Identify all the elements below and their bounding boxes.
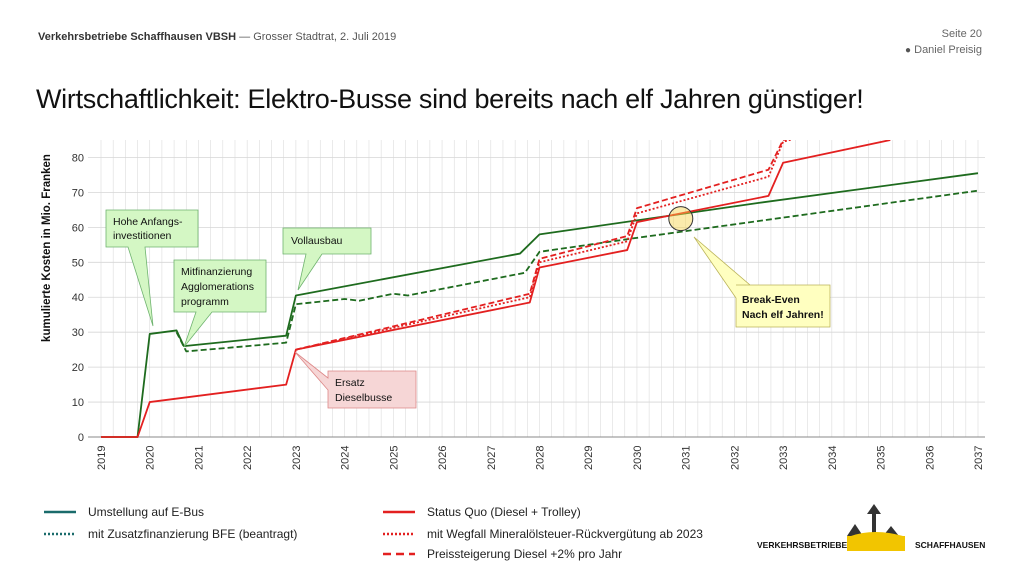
callout-text-ersatz: Ersatz [335, 377, 365, 389]
logo-text-left: VERKEHRSBETRIEBE [757, 540, 848, 550]
y-tick-label: 80 [72, 152, 84, 164]
logo-text-right: SCHAFFHAUSEN [915, 540, 985, 550]
callout-text-hohe: Hohe Anfangs- [113, 216, 183, 228]
series-line-2 [101, 140, 891, 438]
x-tick-label: 2025 [388, 446, 400, 470]
legend-label-ebus: Umstellung auf E-Bus [88, 505, 205, 519]
series-group [101, 140, 979, 438]
x-tick-label: 2033 [778, 446, 790, 470]
callout-text-breakeven: Nach elf Jahren! [742, 309, 824, 321]
author-name: Daniel Preisig [914, 44, 982, 56]
break-even-marker [668, 206, 694, 232]
y-tick-label: 0 [78, 432, 84, 444]
header-right: Seite 20 ● Daniel Preisig [905, 26, 982, 59]
y-axis-label: kumulierte Kosten in Mio. Franken [41, 154, 53, 342]
vbsh-logo: VERKEHRSBETRIEBE SCHAFFHAUSEN [755, 504, 985, 551]
callout-box-vollausbau [282, 227, 372, 291]
y-tick-label: 40 [72, 292, 84, 304]
x-tick-label: 2024 [340, 446, 352, 470]
y-tick-label: 50 [72, 257, 84, 269]
callout-text-vollausbau: Vollausbau [291, 235, 343, 247]
callouts-group: Hohe Anfangs-investitionen Mitfinanzierun… [105, 206, 831, 409]
legend-label-ebus-bfe: mit Zusatzfinanzierung BFE (beantragt) [88, 527, 298, 541]
callout-box-hohe [105, 209, 199, 327]
event-info: — Grosser Stadtrat, 2. Juli 2019 [236, 31, 397, 43]
speaker-icon: ● [905, 45, 912, 56]
callout-text-hohe: investitionen [113, 230, 172, 242]
series-line-4 [295, 140, 787, 351]
x-tick-label: 2034 [827, 446, 839, 470]
header-org: Verkehrsbetriebe Schaffhausen VBSH — Gro… [38, 31, 396, 43]
x-tick-label: 2030 [632, 446, 644, 470]
x-tick-label: 2026 [437, 446, 449, 470]
x-tick-label: 2023 [291, 446, 303, 470]
callout-text-mitfin: Mitfinanzierung [181, 266, 252, 278]
x-tick-label: 2035 [876, 446, 888, 470]
x-tick-label: 2021 [193, 446, 205, 470]
x-tick-label: 2031 [681, 446, 693, 470]
page-number: Seite 20 [941, 28, 982, 40]
x-tick-label: 2036 [924, 446, 936, 470]
series-line-1 [175, 189, 979, 353]
org-name: Verkehrsbetriebe Schaffhausen VBSH [38, 31, 237, 43]
x-tick-label: 2020 [145, 446, 157, 470]
callout-box-mitfin [173, 259, 267, 348]
author: ● Daniel Preisig [905, 42, 982, 59]
series-line-3 [295, 140, 794, 351]
x-tick-label: 2027 [486, 446, 498, 470]
y-tick-label: 20 [72, 362, 84, 374]
logo-emblem-icon [847, 504, 903, 536]
page-title: Wirtschaftlichkeit: Elektro-Busse sind b… [36, 84, 864, 114]
y-tick-label: 10 [72, 397, 84, 409]
legend-label-mineraloel: mit Wegfall Mineralölsteuer-Rückvergütun… [427, 527, 703, 541]
x-tick-label: 2028 [535, 446, 547, 470]
x-tick-label: 2032 [729, 446, 741, 470]
y-tick-label: 60 [72, 222, 84, 234]
x-tick-label: 2022 [242, 446, 254, 470]
x-tick-label: 2029 [583, 446, 595, 470]
legend-label-diesel: Preissteigerung Diesel +2% pro Jahr [427, 547, 623, 561]
callout-box-ersatz [294, 351, 417, 409]
legend-label-statusquo: Status Quo (Diesel + Trolley) [427, 505, 581, 519]
x-tick-label: 2019 [96, 446, 108, 470]
callout-text-breakeven: Break-Even [742, 294, 800, 306]
callout-box-breakeven [693, 236, 831, 328]
y-tick-label: 30 [72, 327, 84, 339]
callout-text-mitfin: programm [181, 296, 229, 308]
x-tick-label: 2037 [973, 446, 985, 470]
y-tick-label: 70 [72, 187, 84, 199]
callout-text-mitfin: Agglomerations [181, 281, 254, 293]
grid [88, 140, 988, 438]
callout-text-ersatz: Dieselbusse [335, 392, 392, 404]
